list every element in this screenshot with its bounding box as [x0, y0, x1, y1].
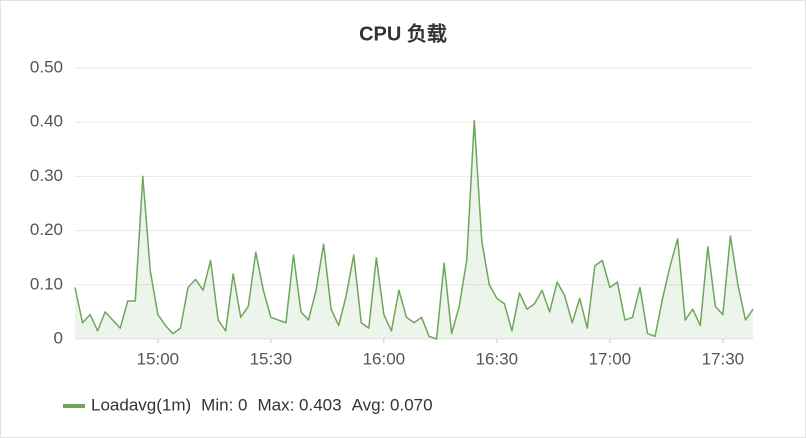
x-tick-label: 17:00 [589, 349, 632, 368]
y-tick-label: 0.10 [30, 274, 63, 293]
y-tick-label: 0.30 [30, 166, 63, 185]
legend-stat: Max: 0.403 [257, 395, 341, 414]
x-tick-label: 15:30 [250, 349, 293, 368]
y-tick-label: 0.20 [30, 220, 63, 239]
x-tick-label: 16:00 [363, 349, 406, 368]
legend-label: Loadavg(1m) [91, 395, 191, 414]
y-tick-label: 0.40 [30, 112, 63, 131]
y-tick-label: 0 [54, 328, 63, 347]
line [74, 119, 754, 340]
area [75, 120, 753, 339]
legend-stat: Min: 0 [201, 395, 247, 414]
x-tick-label: 15:00 [137, 349, 180, 368]
legend-stat: Avg: 0.070 [352, 395, 433, 414]
chart-title: CPU 负载 [359, 21, 447, 45]
y-tick-label: 0.50 [30, 57, 63, 76]
x-tick-label: 16:30 [476, 349, 519, 368]
x-tick-label: 17:30 [702, 349, 745, 368]
